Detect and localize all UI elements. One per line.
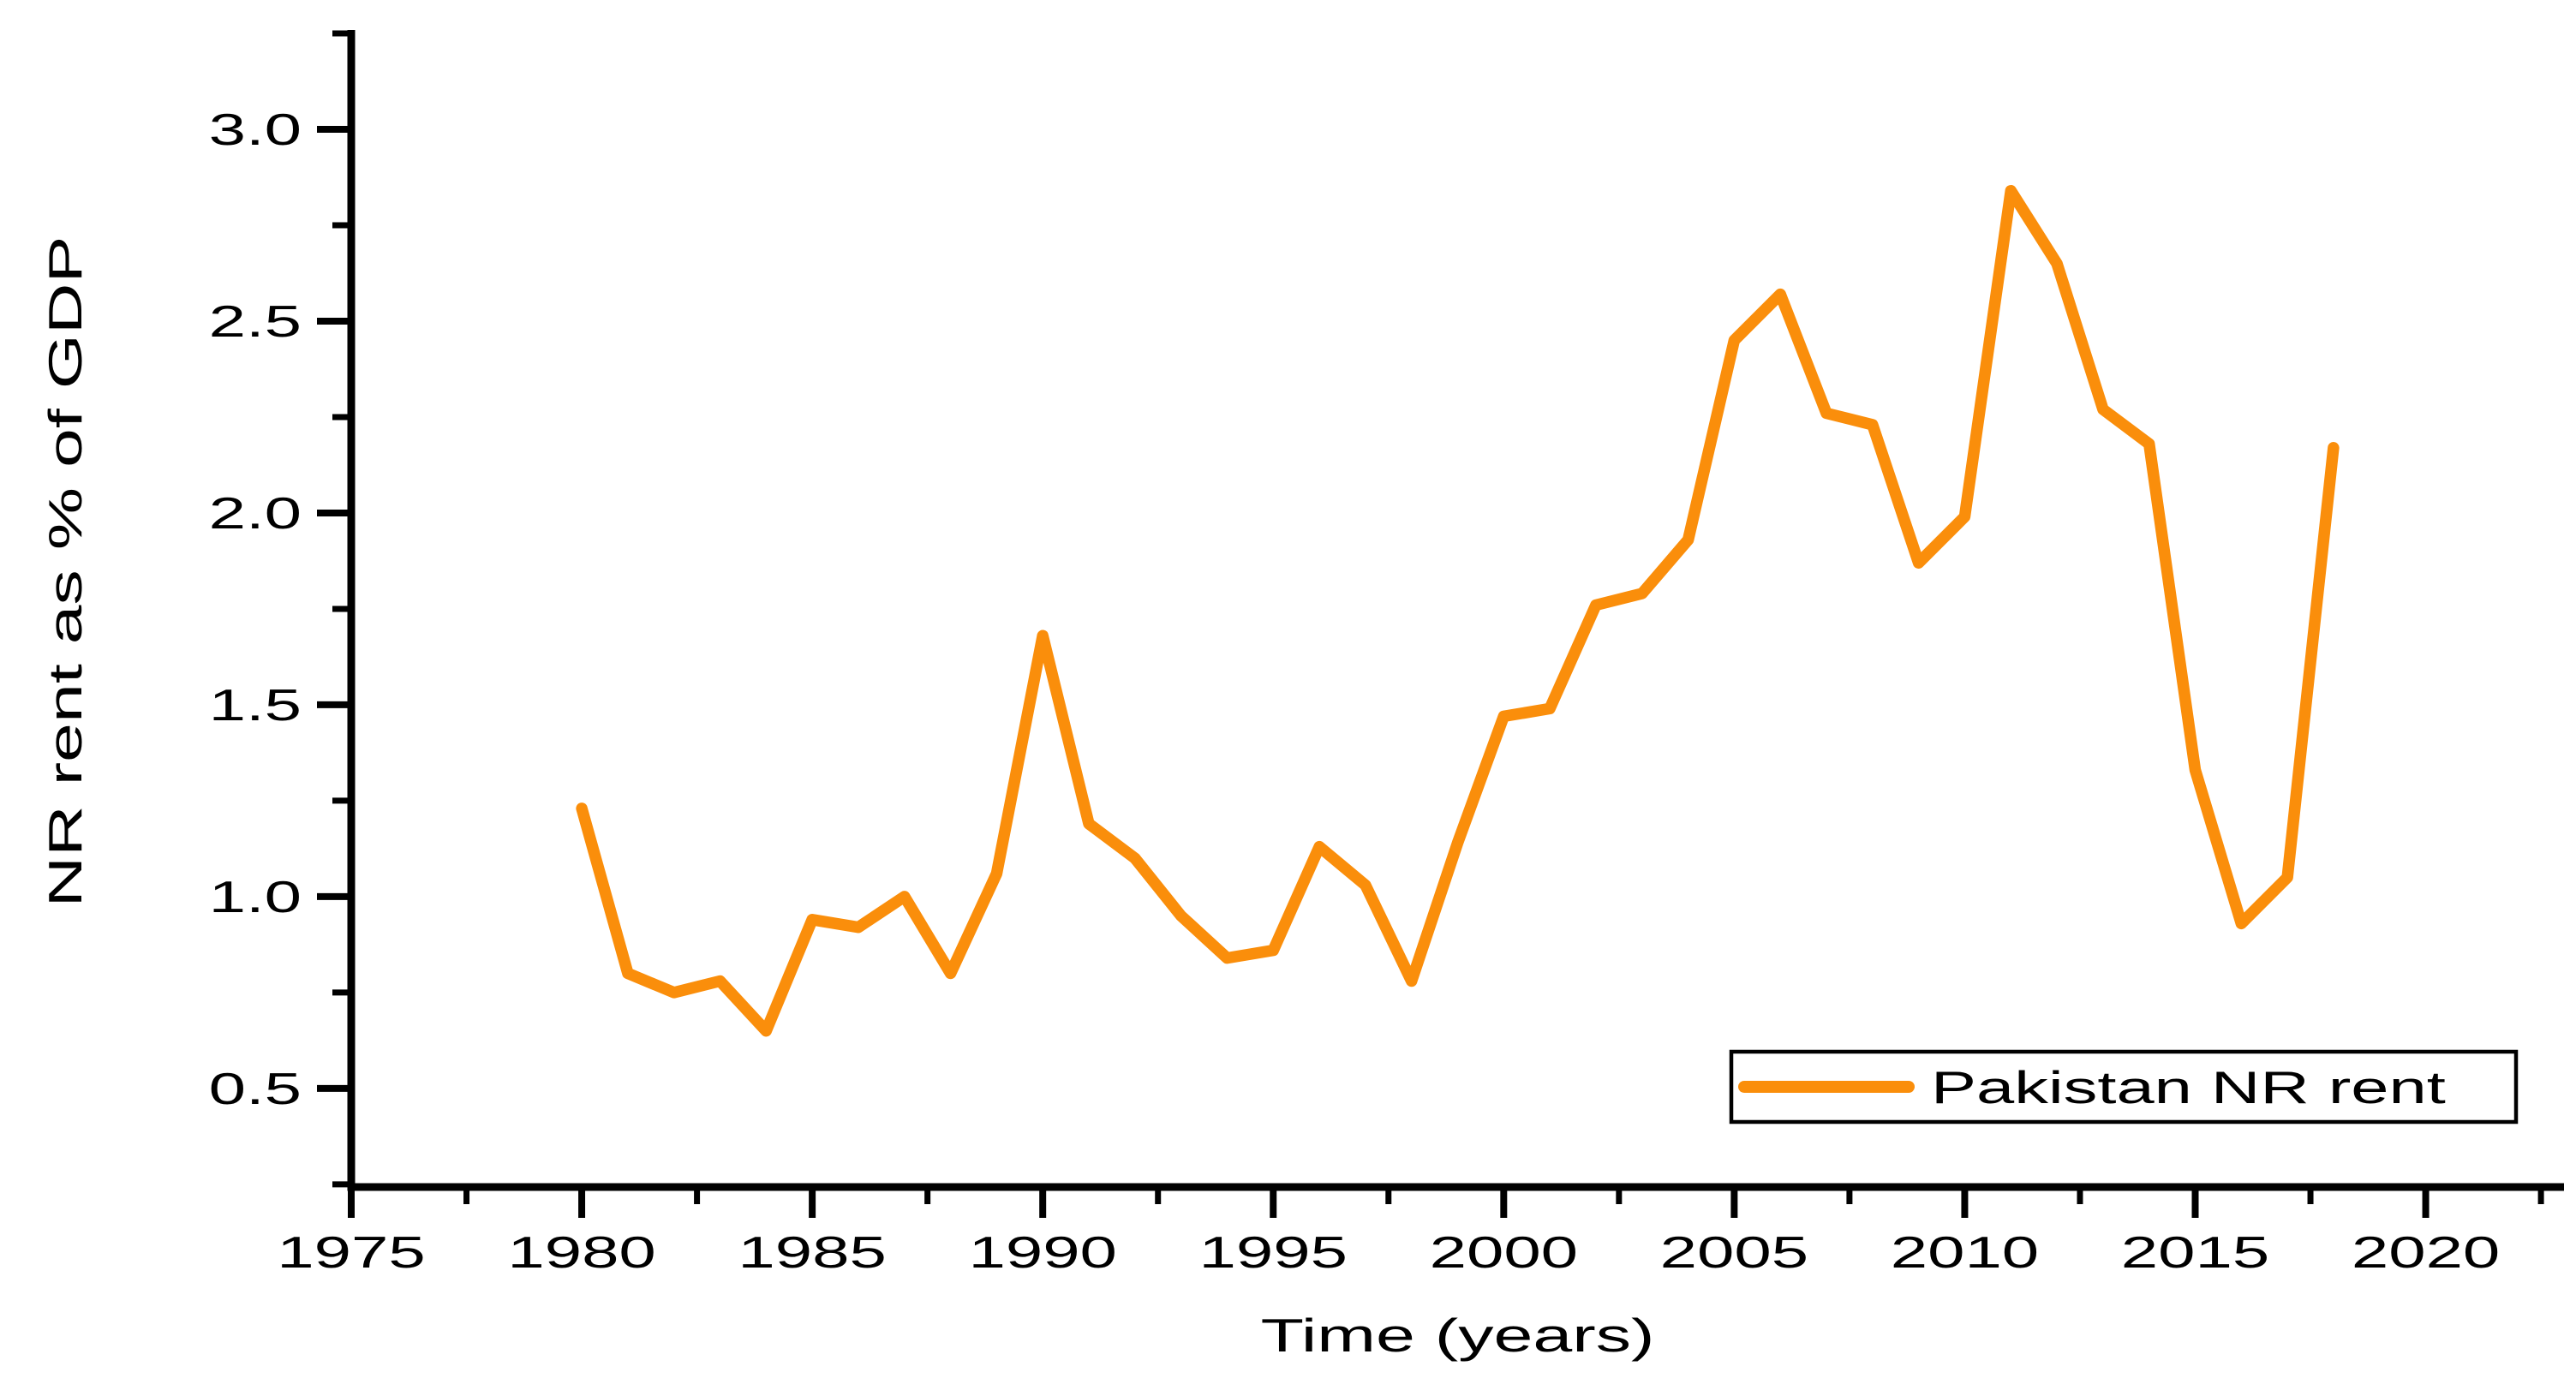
axis-ticks [317,30,2544,1218]
data-line-pakistan-nr-rent [576,184,2340,1037]
x-tick-label: 1980 [507,1228,655,1278]
x-tick-label: 2020 [2352,1228,2500,1278]
legend [1729,1049,2519,1125]
x-axis-title: Time (years) [1261,1309,1655,1362]
x-tick-label: 1995 [1199,1228,1348,1278]
x-tick-label: 1990 [968,1228,1116,1278]
x-tick-label: 2010 [1891,1228,2039,1278]
x-tick-label: 1975 [277,1228,425,1278]
y-tick-label: 0.5 [209,1065,302,1114]
y-tick-label: 2.5 [209,297,302,347]
y-axis-title: NR rent as % of GDP [39,236,92,908]
x-tick-label: 1985 [738,1228,886,1278]
x-tick-label: 2000 [1430,1228,1578,1278]
y-tick-label: 2.0 [209,489,302,539]
y-tick-label: 1.0 [209,873,302,922]
legend-label: Pakistan NR rent [1931,1063,2446,1113]
x-tick-label: 2005 [1660,1228,1808,1278]
y-tick-label: 1.5 [209,681,302,731]
x-tick-label: 2015 [2121,1228,2269,1278]
y-tick-label: 3.0 [209,105,302,155]
